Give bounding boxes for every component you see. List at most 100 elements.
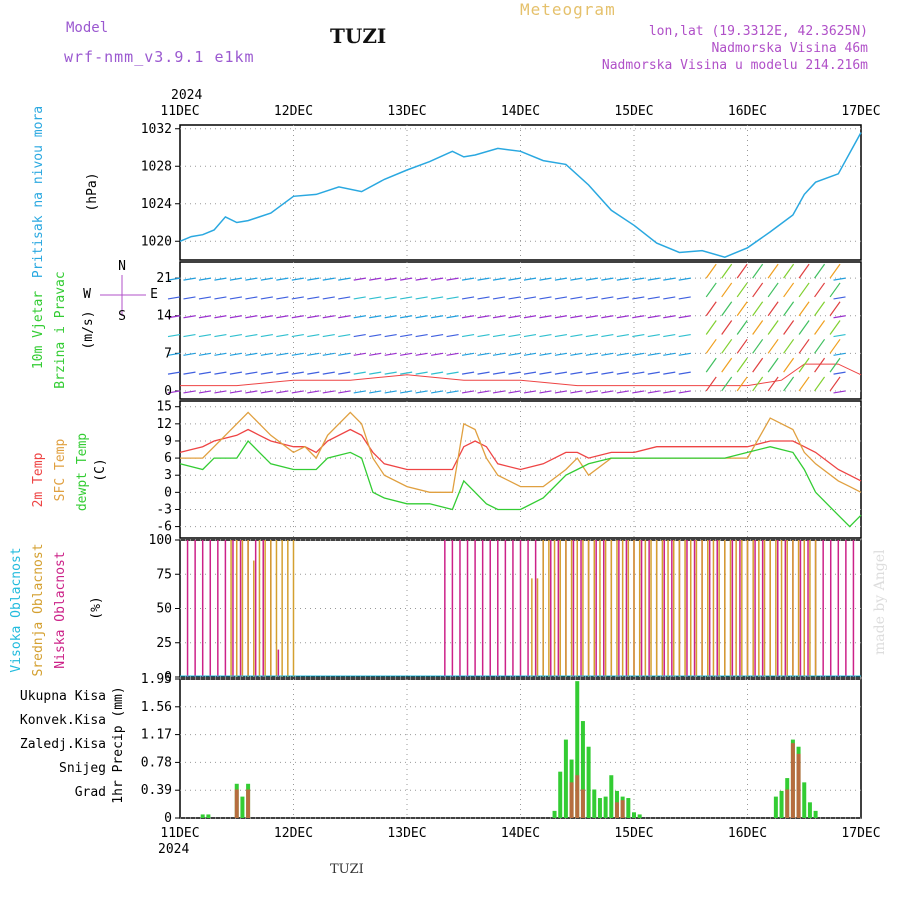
wind-barb — [369, 315, 382, 319]
footer-station: TUZI — [330, 862, 364, 877]
wind-barb — [291, 277, 304, 281]
wind-barb — [322, 371, 335, 375]
precip-bar — [552, 810, 557, 818]
wind-barb — [338, 352, 351, 356]
wind-barb — [632, 390, 645, 394]
cloud-low-label: Niska Oblacnost — [53, 551, 68, 668]
x-tick-label-top: 17DEC — [841, 104, 880, 119]
precip-bar — [580, 721, 585, 818]
wind-barb — [833, 315, 846, 319]
wind-barb — [783, 357, 795, 373]
wind-barb — [705, 357, 717, 373]
wind-barb — [523, 390, 537, 394]
wind-barb — [752, 357, 764, 373]
wind-barb — [814, 320, 826, 335]
wind-barb — [508, 390, 521, 394]
y-tick-label: 1.56 — [141, 700, 172, 715]
precip-bar — [796, 753, 801, 818]
wind-barb — [431, 296, 444, 300]
wind-barb — [663, 352, 676, 356]
wind-barb — [245, 371, 258, 375]
wind-barb — [353, 371, 366, 375]
wind-barb — [198, 277, 212, 281]
wind-barb — [705, 282, 717, 298]
wind-barb — [833, 371, 846, 375]
wind-barb — [461, 333, 475, 338]
wind-barb — [369, 333, 382, 338]
wind-barb — [214, 277, 227, 281]
wind-barb — [322, 333, 335, 338]
wind-barb — [229, 296, 243, 300]
wind-barb — [752, 301, 764, 317]
wind-barb — [767, 357, 779, 373]
wind-barb — [400, 296, 413, 300]
wind-barb — [570, 277, 583, 281]
wind-barb — [767, 301, 779, 317]
wind-barb — [477, 390, 490, 394]
wind-barb — [477, 296, 490, 300]
x-tick-label-bottom: 16DEC — [728, 826, 767, 841]
y-tick-label: 0.39 — [141, 783, 172, 798]
wind-barb — [431, 371, 444, 375]
wind-barb — [601, 390, 614, 394]
wind-barb — [400, 352, 413, 356]
wind-barb — [400, 390, 413, 394]
wind-barb — [167, 315, 181, 319]
wind-barb — [492, 296, 506, 300]
wind-barb — [369, 371, 382, 375]
wind-barb — [415, 390, 428, 394]
wind-barb — [783, 376, 795, 392]
wind-barb — [833, 390, 846, 394]
wind-barb — [198, 296, 212, 300]
year-label-top: 2024 — [171, 88, 202, 103]
wind-barb — [539, 371, 552, 375]
precip-bar — [773, 796, 778, 818]
wind-barb — [446, 390, 459, 394]
y-tick-label: 1.17 — [141, 728, 172, 743]
precip-bar — [206, 814, 211, 818]
wind-barb — [616, 390, 629, 394]
wind-barb — [539, 390, 552, 394]
compass-letter: S — [118, 309, 126, 324]
wind-barb — [585, 277, 598, 281]
x-tick-label-top: 15DEC — [614, 104, 653, 119]
wind-barb — [523, 296, 537, 300]
precip-bar — [597, 798, 602, 818]
dewpt-label: dewpt Temp — [75, 433, 90, 511]
wind-barb — [616, 333, 629, 338]
wind-barb — [492, 390, 506, 394]
wind-barb — [322, 296, 335, 300]
y-tick-label: 1.95 — [141, 672, 172, 687]
wind-barb — [322, 277, 335, 281]
wind-barb — [276, 333, 289, 338]
wind-barb — [477, 371, 490, 375]
wind-barb — [783, 263, 795, 279]
wind-barb — [736, 282, 748, 298]
wind-barb — [431, 277, 444, 281]
wind-barb — [415, 333, 428, 338]
wind-barb — [585, 371, 598, 375]
wind-barb — [833, 277, 846, 281]
wind-barb — [663, 333, 676, 338]
wind-barb — [783, 320, 795, 335]
wind-barb — [167, 371, 181, 375]
wind-barb — [229, 333, 243, 338]
wind-barb — [798, 263, 810, 279]
wind-barb — [663, 296, 676, 300]
wind-barb — [198, 390, 212, 394]
wind-barb — [554, 315, 568, 319]
wind-barb — [198, 371, 212, 375]
precip-bar — [609, 775, 614, 818]
wind-barb — [214, 296, 227, 300]
wind-barb — [508, 296, 521, 300]
wind-barb — [632, 371, 645, 375]
wind-barb — [767, 376, 779, 392]
wind-barb — [632, 352, 645, 356]
wind-barb — [260, 371, 273, 375]
wind-barb — [570, 371, 583, 375]
wind-barb — [229, 352, 243, 356]
compass-letter: W — [83, 287, 91, 302]
wind-barb — [585, 296, 598, 300]
wind-barb — [814, 282, 826, 298]
wind-barb — [183, 352, 196, 356]
